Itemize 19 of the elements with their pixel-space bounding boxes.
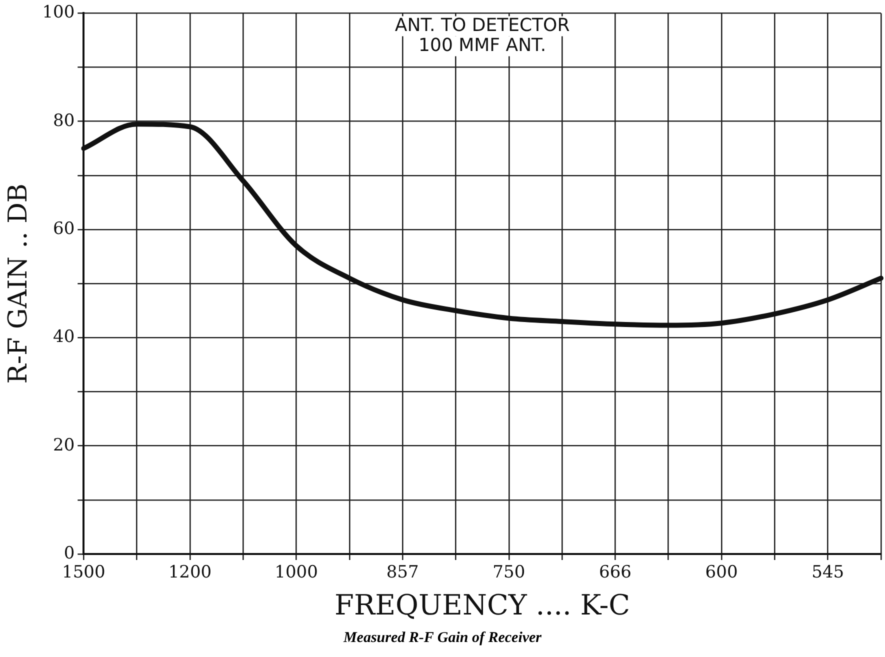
x-tick-label: 1000 (274, 562, 318, 583)
x-tick-label: 750 (492, 562, 526, 583)
y-axis-title: R-F GAIN .. DB (3, 183, 34, 384)
x-tick-label: 600 (705, 562, 738, 583)
x-tick-label: 1200 (168, 562, 212, 583)
x-tick-label: 857 (386, 562, 419, 583)
x-axis-title: FREQUENCY .... K-C (334, 588, 630, 622)
x-tick-label: 1500 (62, 562, 106, 583)
y-tick-label: 0 (64, 543, 75, 564)
y-tick-label: 60 (53, 218, 75, 239)
y-tick-label: 20 (53, 435, 75, 456)
y-tick-label: 80 (53, 110, 75, 131)
text: Measured R-F Gain of Receiver (342, 630, 543, 647)
annotation: ANT. TO DETECTOR (394, 14, 570, 36)
x-tick-label: 666 (598, 562, 632, 583)
y-tick-label: 100 (42, 2, 75, 23)
y-tick-label: 40 (53, 327, 75, 348)
annotation: 100 MMF ANT. (418, 34, 546, 56)
x-tick-label: 545 (812, 562, 844, 583)
